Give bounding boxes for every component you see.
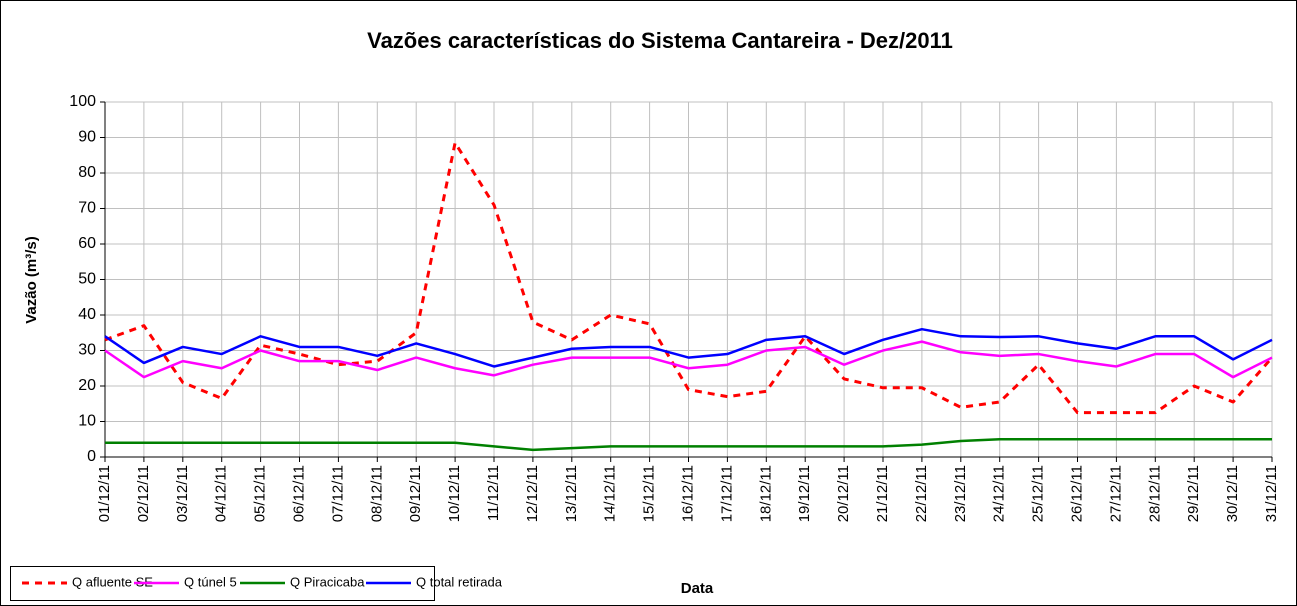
x-tick-label: 22/12/11	[913, 465, 930, 522]
y-tick-label: 10	[78, 413, 96, 430]
y-tick-label: 80	[78, 164, 96, 181]
y-tick-label: 40	[78, 306, 96, 323]
x-tick-label: 29/12/11	[1185, 465, 1202, 522]
series-line	[104, 327, 1273, 368]
x-tick-label: 23/12/11	[952, 465, 969, 522]
series-line	[104, 141, 1274, 415]
y-tick-label: 0	[87, 448, 96, 465]
legend-box	[10, 566, 435, 601]
x-tick-label: 15/12/11	[641, 465, 658, 522]
x-tick-label: 09/12/11	[407, 465, 424, 522]
x-tick-label: 13/12/11	[563, 465, 580, 522]
y-tick-label: 50	[78, 271, 96, 288]
series-line	[104, 340, 1273, 379]
y-tick-label: 60	[78, 235, 96, 252]
x-tick-label: 21/12/11	[874, 465, 891, 522]
x-tick-label: 30/12/11	[1224, 465, 1241, 522]
x-tick-label: 03/12/11	[174, 465, 191, 522]
legend-label: Q Piracicaba	[290, 574, 365, 589]
y-tick-label: 20	[78, 377, 96, 394]
x-tick-label: 10/12/11	[446, 465, 463, 522]
y-tick-label: 70	[78, 200, 96, 217]
x-tick-label: 27/12/11	[1107, 465, 1124, 522]
legend-label: Q afluente SE	[72, 574, 153, 589]
series-line	[105, 438, 1272, 452]
x-tick-label: 01/12/11	[96, 465, 113, 522]
x-tick-label: 25/12/11	[1030, 465, 1047, 522]
x-tick-label: 17/12/11	[718, 465, 735, 522]
x-tick-label: 31/12/11	[1263, 465, 1280, 522]
y-tick-label: 30	[78, 342, 96, 359]
x-tick-label: 28/12/11	[1146, 465, 1163, 522]
x-tick-label: 08/12/11	[368, 465, 385, 522]
y-tick-label: 100	[69, 93, 96, 110]
x-tick-label: 12/12/11	[524, 465, 541, 522]
x-tick-label: 18/12/11	[757, 465, 774, 522]
x-tick-label: 05/12/11	[252, 465, 269, 522]
chart-title: Vazões características do Sistema Cantar…	[367, 28, 953, 53]
y-axis-label: Vazão (m³/s)	[23, 236, 40, 324]
x-tick-label: 19/12/11	[796, 465, 813, 522]
x-axis-label: Data	[681, 580, 714, 597]
x-tick-label: 20/12/11	[835, 465, 852, 522]
y-tick-label: 90	[78, 129, 96, 146]
x-tick-label: 16/12/11	[679, 465, 696, 522]
x-tick-label: 04/12/11	[213, 465, 230, 522]
x-tick-label: 24/12/11	[991, 465, 1008, 522]
x-tick-label: 14/12/11	[602, 465, 619, 522]
x-tick-label: 26/12/11	[1068, 465, 1085, 522]
x-tick-label: 02/12/11	[135, 465, 152, 522]
legend-label: Q total retirada	[416, 574, 503, 589]
x-tick-label: 11/12/11	[485, 465, 502, 521]
x-tick-label: 06/12/11	[290, 465, 307, 522]
x-tick-label: 07/12/11	[329, 465, 346, 522]
legend-label: Q túnel 5	[184, 574, 237, 589]
